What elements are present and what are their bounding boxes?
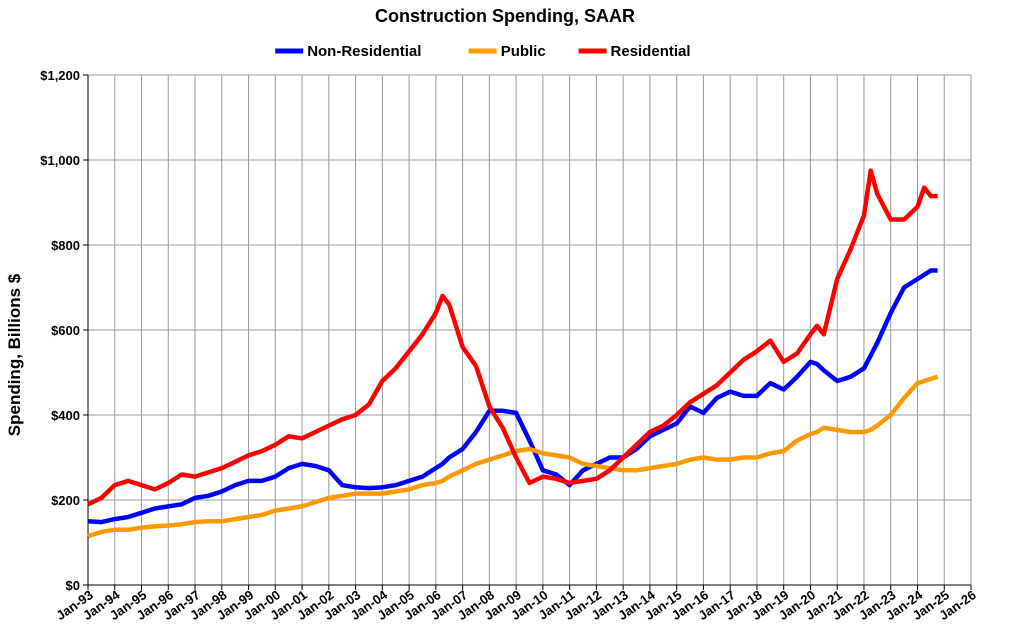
series-line bbox=[87, 268, 938, 525]
chart-title: Construction Spending, SAAR bbox=[375, 6, 635, 26]
y-tick-label: $200 bbox=[51, 493, 80, 508]
legend-label: Public bbox=[501, 43, 546, 60]
legend-label: Residential bbox=[611, 43, 691, 60]
legend: Non-Residential Public Residential bbox=[275, 43, 691, 60]
y-tick-label: $400 bbox=[51, 408, 80, 423]
series-line bbox=[87, 168, 938, 507]
y-tick-label: $800 bbox=[51, 238, 80, 253]
y-axis-label: Spending, Billions $ bbox=[5, 273, 24, 436]
legend-label: Non-Residential bbox=[307, 43, 421, 60]
series-line bbox=[87, 374, 939, 539]
y-tick-label: $600 bbox=[51, 323, 80, 338]
y-tick-label: $0 bbox=[66, 578, 80, 593]
y-tick-label: $1,200 bbox=[40, 68, 80, 83]
y-tick-label: $1,000 bbox=[40, 153, 80, 168]
